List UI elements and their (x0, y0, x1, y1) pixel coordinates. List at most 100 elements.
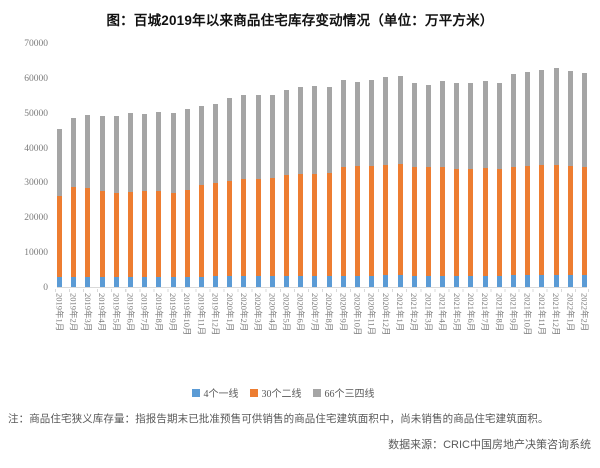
bar-segment-4个一线 (284, 275, 289, 287)
bar-segment-30个二线 (127, 191, 133, 277)
bar-segment-66个三四线 (369, 79, 375, 166)
bar-segment-66个三四线 (525, 72, 531, 166)
bar-segment-30个二线 (213, 182, 219, 277)
bar-segment-4个一线 (340, 275, 346, 287)
x-axis: 2019年1月 2019年2月 2019年3月 2019年4月 2019年5月 2019年… (55, 293, 590, 368)
x-axis-category: 2021年8月 (494, 293, 504, 368)
bar-segment-30个二线 (184, 190, 190, 277)
x-axis-category: 2019年7月 (139, 293, 150, 368)
bar-2020年8月 (326, 86, 332, 287)
y-axis-tick-label: 60000 (24, 73, 48, 84)
x-axis-category: 2021年6月 (466, 293, 476, 368)
bar-2020年3月 (255, 95, 261, 287)
x-axis-category: 2019年2月 (68, 293, 79, 368)
bar-2019年8月 (156, 111, 162, 287)
bar-segment-30个二线 (340, 166, 346, 276)
bar-segment-66个三四线 (255, 95, 261, 179)
bar-2021年7月 (482, 81, 488, 287)
y-axis-tick-label: 70000 (24, 39, 48, 49)
x-axis-tick-label: 2021年9月 (508, 293, 519, 332)
legend-item-30个二线: 30个二线 (249, 385, 302, 400)
bar-2019年9月 (170, 112, 176, 287)
bar-segment-30个二线 (227, 181, 233, 277)
bar-segment-30个二线 (113, 192, 119, 277)
bar-segment-4个一线 (85, 276, 91, 287)
legend-label: 30个二线 (261, 389, 302, 400)
x-axis-category: 2021年10月 (522, 293, 533, 368)
x-axis-tick-label: 2021年10月 (522, 293, 533, 336)
legend: 4个一线 30个二线 66个三四线 (0, 385, 566, 400)
y-axis-tick-label: 50000 (24, 108, 48, 119)
bar-segment-66个三四线 (85, 115, 91, 189)
legend-swatch-icon (249, 388, 258, 397)
x-axis-category: 2021年11月 (537, 293, 547, 368)
bar-segment-4个一线 (411, 275, 417, 287)
bar-segment-4个一线 (525, 275, 531, 287)
x-axis-category: 2019年9月 (168, 293, 178, 368)
x-axis-category: 2020年9月 (338, 293, 348, 368)
x-axis-tick-label: 2021年4月 (437, 293, 448, 332)
footnote: 注：商品住宅狭义库存量：指报告期末已批准预售可供销售的商品住宅建筑面积中，尚未销… (8, 413, 549, 425)
bar-2020年7月 (312, 86, 318, 287)
x-axis-tick-label: 2021年12月 (551, 293, 562, 336)
bar-segment-66个三四线 (496, 83, 502, 169)
bar-segment-66个三四线 (383, 76, 389, 165)
bar-segment-4个一线 (482, 275, 488, 287)
bar-segment-30个二线 (312, 174, 318, 276)
bar-segment-66个三四线 (553, 68, 559, 166)
bar-segment-66个三四线 (156, 111, 162, 192)
bar-2019年7月 (142, 113, 148, 287)
bar-segment-66个三四线 (71, 118, 77, 187)
bar-2020年6月 (298, 86, 304, 287)
plot-area (57, 44, 587, 288)
bar-segment-66个三四线 (269, 94, 275, 178)
x-axis-category: 2021年5月 (452, 293, 462, 368)
bar-segment-30个二线 (567, 165, 573, 276)
bar-segment-30个二线 (440, 166, 446, 276)
bar-segment-66个三四线 (284, 90, 289, 176)
legend-label: 4个一线 (203, 389, 239, 400)
x-axis-tick-label: 2019年2月 (68, 293, 79, 332)
legend-swatch-icon (312, 388, 321, 397)
x-axis-tick-label: 2020年12月 (380, 293, 391, 336)
bar-segment-4个一线 (184, 276, 190, 287)
bar-2020年5月 (284, 90, 289, 287)
legend-label: 66个三四线 (324, 389, 375, 400)
legend-item-66个三四线: 66个三四线 (312, 385, 375, 400)
bar-segment-30个二线 (142, 191, 148, 277)
bar-segment-30个二线 (326, 173, 332, 276)
x-axis-tick-label: 2019年8月 (153, 293, 164, 332)
bar-segment-4个一线 (496, 275, 502, 287)
x-axis-tick-label: 2019年7月 (139, 293, 150, 332)
x-axis-category: 2021年3月 (423, 293, 433, 368)
y-axis-tick-label: 30000 (24, 178, 48, 189)
bar-segment-4个一线 (198, 276, 204, 287)
x-axis-category: 2021年4月 (437, 293, 448, 368)
bar-segment-66个三四线 (57, 129, 62, 196)
bar-segment-30个二线 (383, 164, 389, 276)
bar-segment-4个一线 (269, 276, 275, 287)
bar-segment-30个二线 (496, 168, 502, 276)
bar-segment-4个一线 (255, 276, 261, 287)
data-source: 数据来源：CRIC中国房地产决策咨询系统 (388, 439, 591, 451)
x-axis-tick-label: 2019年3月 (82, 293, 93, 332)
x-axis-category: 2022年1月 (565, 293, 575, 368)
bar-segment-66个三四线 (397, 75, 403, 165)
bar-2019年5月 (113, 116, 119, 287)
x-axis-category: 2020年7月 (310, 293, 320, 368)
bar-segment-4个一线 (326, 275, 332, 287)
x-axis-category: 2019年3月 (82, 293, 93, 368)
bar-segment-4个一线 (440, 275, 446, 287)
x-axis-category: 2020年8月 (324, 293, 334, 368)
bar-segment-66个三四线 (142, 113, 148, 192)
x-axis-tick-label: 2019年11月 (196, 293, 207, 336)
x-axis-ticks (55, 289, 589, 292)
bar-2019年4月 (99, 115, 105, 287)
legend-item-4个一线: 4个一线 (191, 385, 239, 400)
bar-segment-4个一线 (425, 275, 431, 287)
x-axis-category: 2022年2月 (579, 293, 589, 368)
x-axis-category: 2019年1月 (55, 293, 65, 368)
x-axis-category: 2021年12月 (551, 293, 562, 368)
x-axis-category: 2021年1月 (395, 293, 405, 368)
x-axis-tick-label: 2020年10月 (352, 293, 363, 336)
